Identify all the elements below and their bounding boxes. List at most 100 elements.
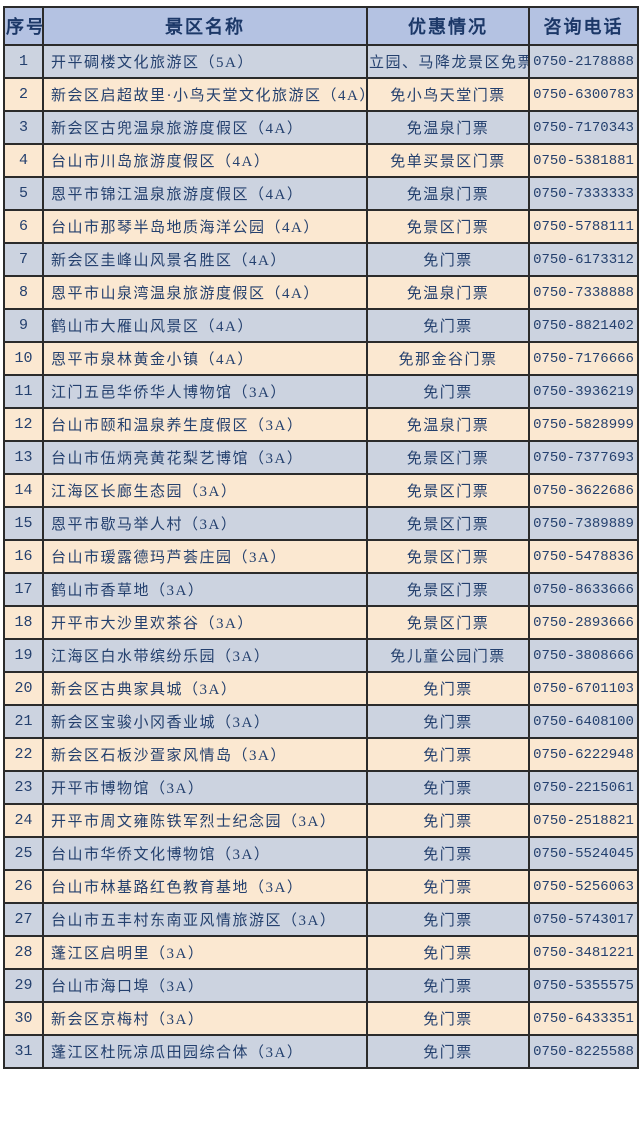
scenic-area-name-cell: 恩平市山泉湾温泉旅游度假区（4A）	[42, 275, 368, 310]
phone-cell: 0750-2518821	[528, 803, 639, 838]
row-index-cell: 11	[3, 374, 44, 409]
table-row: 7 新会区圭峰山风景名胜区（4A） 免门票 0750-6173312	[3, 242, 639, 277]
phone-cell: 0750-5524045	[528, 836, 639, 871]
row-index-cell: 1	[3, 44, 44, 79]
phone-cell: 0750-3622686	[528, 473, 639, 508]
phone-cell: 0750-7377693	[528, 440, 639, 475]
table-row: 22 新会区石板沙疍家风情岛（3A） 免门票 0750-6222948	[3, 737, 639, 772]
discount-cell: 免景区门票	[366, 440, 530, 475]
discount-cell: 免门票	[366, 1034, 530, 1069]
scenic-area-name-cell: 台山市那琴半岛地质海洋公园（4A）	[42, 209, 368, 244]
row-index-cell: 4	[3, 143, 44, 178]
discount-cell: 免景区门票	[366, 209, 530, 244]
discount-cell: 免门票	[366, 671, 530, 706]
table-row: 20 新会区古典家具城（3A） 免门票 0750-6701103	[3, 671, 639, 706]
phone-cell: 0750-5256063	[528, 869, 639, 904]
scenic-area-name-cell: 台山市林基路红色教育基地（3A）	[42, 869, 368, 904]
scenic-area-name-cell: 鹤山市大雁山风景区（4A）	[42, 308, 368, 343]
row-index-cell: 21	[3, 704, 44, 739]
row-index-cell: 25	[3, 836, 44, 871]
discount-cell: 免景区门票	[366, 605, 530, 640]
scenic-area-name-cell: 恩平市锦江温泉旅游度假区（4A）	[42, 176, 368, 211]
table-row: 25 台山市华侨文化博物馆（3A） 免门票 0750-5524045	[3, 836, 639, 871]
scenic-area-name-cell: 新会区古兜温泉旅游度假区（4A）	[42, 110, 368, 145]
discount-cell: 免景区门票	[366, 572, 530, 607]
scenic-area-name-cell: 台山市瑷露德玛芦荟庄园（3A）	[42, 539, 368, 574]
table-row: 6 台山市那琴半岛地质海洋公园（4A） 免景区门票 0750-5788111	[3, 209, 639, 244]
table-row: 31 蓬江区杜阮凉瓜田园综合体（3A） 免门票 0750-8225588	[3, 1034, 639, 1069]
table-row: 2 新会区启超故里·小鸟天堂文化旅游区（4A） 免小鸟天堂门票 0750-630078…	[3, 77, 639, 112]
row-index-cell: 5	[3, 176, 44, 211]
table-row: 16 台山市瑷露德玛芦荟庄园（3A） 免景区门票 0750-5478836	[3, 539, 639, 574]
scenic-area-name-cell: 新会区圭峰山风景名胜区（4A）	[42, 242, 368, 277]
phone-cell: 0750-7170343	[528, 110, 639, 145]
phone-cell: 0750-7176666	[528, 341, 639, 376]
phone-cell: 0750-8821402	[528, 308, 639, 343]
scenic-area-name-cell: 新会区古典家具城（3A）	[42, 671, 368, 706]
scenic-area-name-cell: 台山市川岛旅游度假区（4A）	[42, 143, 368, 178]
table-row: 26 台山市林基路红色教育基地（3A） 免门票 0750-5256063	[3, 869, 639, 904]
row-index-cell: 18	[3, 605, 44, 640]
phone-cell: 0750-6433351	[528, 1001, 639, 1036]
discount-cell: 免景区门票	[366, 473, 530, 508]
phone-cell: 0750-6408100	[528, 704, 639, 739]
row-index-cell: 9	[3, 308, 44, 343]
table-row: 24 开平市周文雍陈铁军烈士纪念园（3A） 免门票 0750-2518821	[3, 803, 639, 838]
discount-cell: 免门票	[366, 770, 530, 805]
phone-cell: 0750-6222948	[528, 737, 639, 772]
phone-cell: 0750-5381881	[528, 143, 639, 178]
discount-cell: 免门票	[366, 902, 530, 937]
phone-cell: 0750-8633666	[528, 572, 639, 607]
scenic-area-name-cell: 新会区京梅村（3A）	[42, 1001, 368, 1036]
scenic-area-discount-table-wrap: 序号 景区名称 优惠情况 咨询电话 1 开平碉楼文化旅游区（5A） 立园、马降龙景区…	[3, 6, 639, 1069]
phone-cell: 0750-2178888	[528, 44, 639, 79]
scenic-area-name-cell: 开平市博物馆（3A）	[42, 770, 368, 805]
scenic-area-name-cell: 恩平市泉林黄金小镇（4A）	[42, 341, 368, 376]
discount-cell: 免门票	[366, 737, 530, 772]
discount-cell: 免门票	[366, 308, 530, 343]
scenic-area-name-cell: 台山市伍炳亮黄花梨艺博馆（3A）	[42, 440, 368, 475]
row-index-cell: 29	[3, 968, 44, 1003]
row-index-cell: 8	[3, 275, 44, 310]
discount-cell: 免门票	[366, 968, 530, 1003]
phone-cell: 0750-6701103	[528, 671, 639, 706]
scenic-area-name-cell: 蓬江区启明里（3A）	[42, 935, 368, 970]
row-index-cell: 13	[3, 440, 44, 475]
row-index-cell: 26	[3, 869, 44, 904]
discount-cell: 免门票	[366, 803, 530, 838]
discount-cell: 免门票	[366, 242, 530, 277]
table-row: 1 开平碉楼文化旅游区（5A） 立园、马降龙景区免票 0750-2178888	[3, 44, 639, 79]
column-header-phone: 咨询电话	[528, 6, 639, 46]
table-row: 15 恩平市歇马举人村（3A） 免景区门票 0750-7389889	[3, 506, 639, 541]
phone-cell: 0750-3936219	[528, 374, 639, 409]
row-index-cell: 6	[3, 209, 44, 244]
phone-cell: 0750-7338888	[528, 275, 639, 310]
row-index-cell: 15	[3, 506, 44, 541]
scenic-area-name-cell: 鹤山市香草地（3A）	[42, 572, 368, 607]
scenic-area-name-cell: 台山市海口埠（3A）	[42, 968, 368, 1003]
column-header-name: 景区名称	[42, 6, 368, 46]
scenic-area-name-cell: 蓬江区杜阮凉瓜田园综合体（3A）	[42, 1034, 368, 1069]
phone-cell: 0750-6300783	[528, 77, 639, 112]
column-header-discount: 优惠情况	[366, 6, 530, 46]
table-header: 序号 景区名称 优惠情况 咨询电话	[3, 6, 639, 46]
table-row: 11 江门五邑华侨华人博物馆（3A） 免门票 0750-3936219	[3, 374, 639, 409]
table-row: 21 新会区宝骏小冈香业城（3A） 免门票 0750-6408100	[3, 704, 639, 739]
phone-cell: 0750-5478836	[528, 539, 639, 574]
row-index-cell: 7	[3, 242, 44, 277]
discount-cell: 免温泉门票	[366, 407, 530, 442]
scenic-area-name-cell: 新会区启超故里·小鸟天堂文化旅游区（4A）	[42, 77, 368, 112]
row-index-cell: 16	[3, 539, 44, 574]
discount-cell: 免门票	[366, 704, 530, 739]
row-index-cell: 30	[3, 1001, 44, 1036]
row-index-cell: 19	[3, 638, 44, 673]
phone-cell: 0750-3481221	[528, 935, 639, 970]
table-row: 10 恩平市泉林黄金小镇（4A） 免那金谷门票 0750-7176666	[3, 341, 639, 376]
scenic-area-name-cell: 开平碉楼文化旅游区（5A）	[42, 44, 368, 79]
scenic-area-name-cell: 开平市大沙里欢茶谷（3A）	[42, 605, 368, 640]
row-index-cell: 10	[3, 341, 44, 376]
row-index-cell: 31	[3, 1034, 44, 1069]
phone-cell: 0750-6173312	[528, 242, 639, 277]
table-body: 1 开平碉楼文化旅游区（5A） 立园、马降龙景区免票 0750-2178888 2 新会区…	[3, 44, 639, 1069]
phone-cell: 0750-2215061	[528, 770, 639, 805]
